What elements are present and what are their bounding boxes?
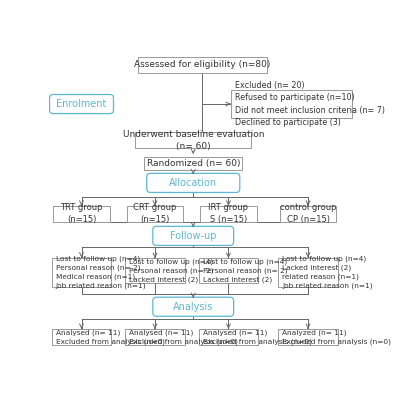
FancyBboxPatch shape	[200, 206, 257, 222]
FancyBboxPatch shape	[153, 297, 234, 316]
FancyBboxPatch shape	[199, 329, 258, 345]
Text: Enrolment: Enrolment	[56, 99, 107, 109]
FancyBboxPatch shape	[49, 94, 113, 114]
FancyBboxPatch shape	[127, 206, 183, 222]
FancyBboxPatch shape	[231, 90, 352, 118]
Text: Analysed (n= 11)
Excluded from analysis (n=0): Analysed (n= 11) Excluded from analysis …	[203, 329, 312, 345]
Text: Lost to follow up (n=4)
Personal reason (n= 2)
Lacked interest (2): Lost to follow up (n=4) Personal reason …	[129, 258, 214, 283]
Text: Lost to follow up (n=4)
Personal reason (n= 2)
Lacked interest (2): Lost to follow up (n=4) Personal reason …	[203, 258, 287, 283]
Text: Analysis: Analysis	[173, 302, 213, 312]
Text: Follow-up: Follow-up	[170, 231, 216, 241]
Text: Analysed (n= 11)
Excluded from analysis (n=0): Analysed (n= 11) Excluded from analysis …	[129, 329, 238, 345]
Text: control group
CP (n=15): control group CP (n=15)	[280, 203, 336, 224]
Text: Lost to follow up (n=4)
Personal reason (n= 2)
Medical reason (n=1)
Job related : Lost to follow up (n=4) Personal reason …	[56, 256, 146, 289]
FancyBboxPatch shape	[138, 57, 267, 73]
FancyBboxPatch shape	[53, 206, 110, 222]
FancyBboxPatch shape	[135, 132, 251, 148]
FancyBboxPatch shape	[153, 226, 234, 246]
Text: Assessed for eligibility (n=80): Assessed for eligibility (n=80)	[134, 60, 271, 70]
FancyBboxPatch shape	[147, 173, 240, 192]
Text: Underwent baseline evaluation
(n= 60): Underwent baseline evaluation (n= 60)	[122, 130, 264, 151]
Text: Analyzed (n= 11)
Excluded from analysis (n=0): Analyzed (n= 11) Excluded from analysis …	[282, 329, 391, 345]
FancyBboxPatch shape	[52, 329, 111, 345]
FancyBboxPatch shape	[144, 157, 242, 170]
Text: Excluded (n= 20)
Refused to participate (n=10)
Did not meet inclusion criteria (: Excluded (n= 20) Refused to participate …	[235, 81, 385, 127]
FancyBboxPatch shape	[125, 258, 185, 283]
Text: IRT group
S (n=15): IRT group S (n=15)	[209, 203, 248, 224]
Text: Lost to follow up (n=4)
Lacked interest (2)
related reason (n=1)
Job related rea: Lost to follow up (n=4) Lacked interest …	[282, 256, 373, 289]
Text: TRT group
(n=15): TRT group (n=15)	[60, 203, 103, 224]
FancyBboxPatch shape	[199, 258, 258, 283]
Text: Allocation: Allocation	[169, 178, 217, 188]
FancyBboxPatch shape	[125, 329, 185, 345]
FancyBboxPatch shape	[278, 329, 338, 345]
Text: Randomized (n= 60): Randomized (n= 60)	[147, 159, 240, 168]
FancyBboxPatch shape	[278, 258, 338, 287]
Text: CRT group
(n=15): CRT group (n=15)	[133, 203, 177, 224]
Text: Analysed (n= 11)
Excluded from analysis (n=0): Analysed (n= 11) Excluded from analysis …	[56, 329, 165, 345]
FancyBboxPatch shape	[280, 206, 337, 222]
FancyBboxPatch shape	[52, 258, 111, 287]
